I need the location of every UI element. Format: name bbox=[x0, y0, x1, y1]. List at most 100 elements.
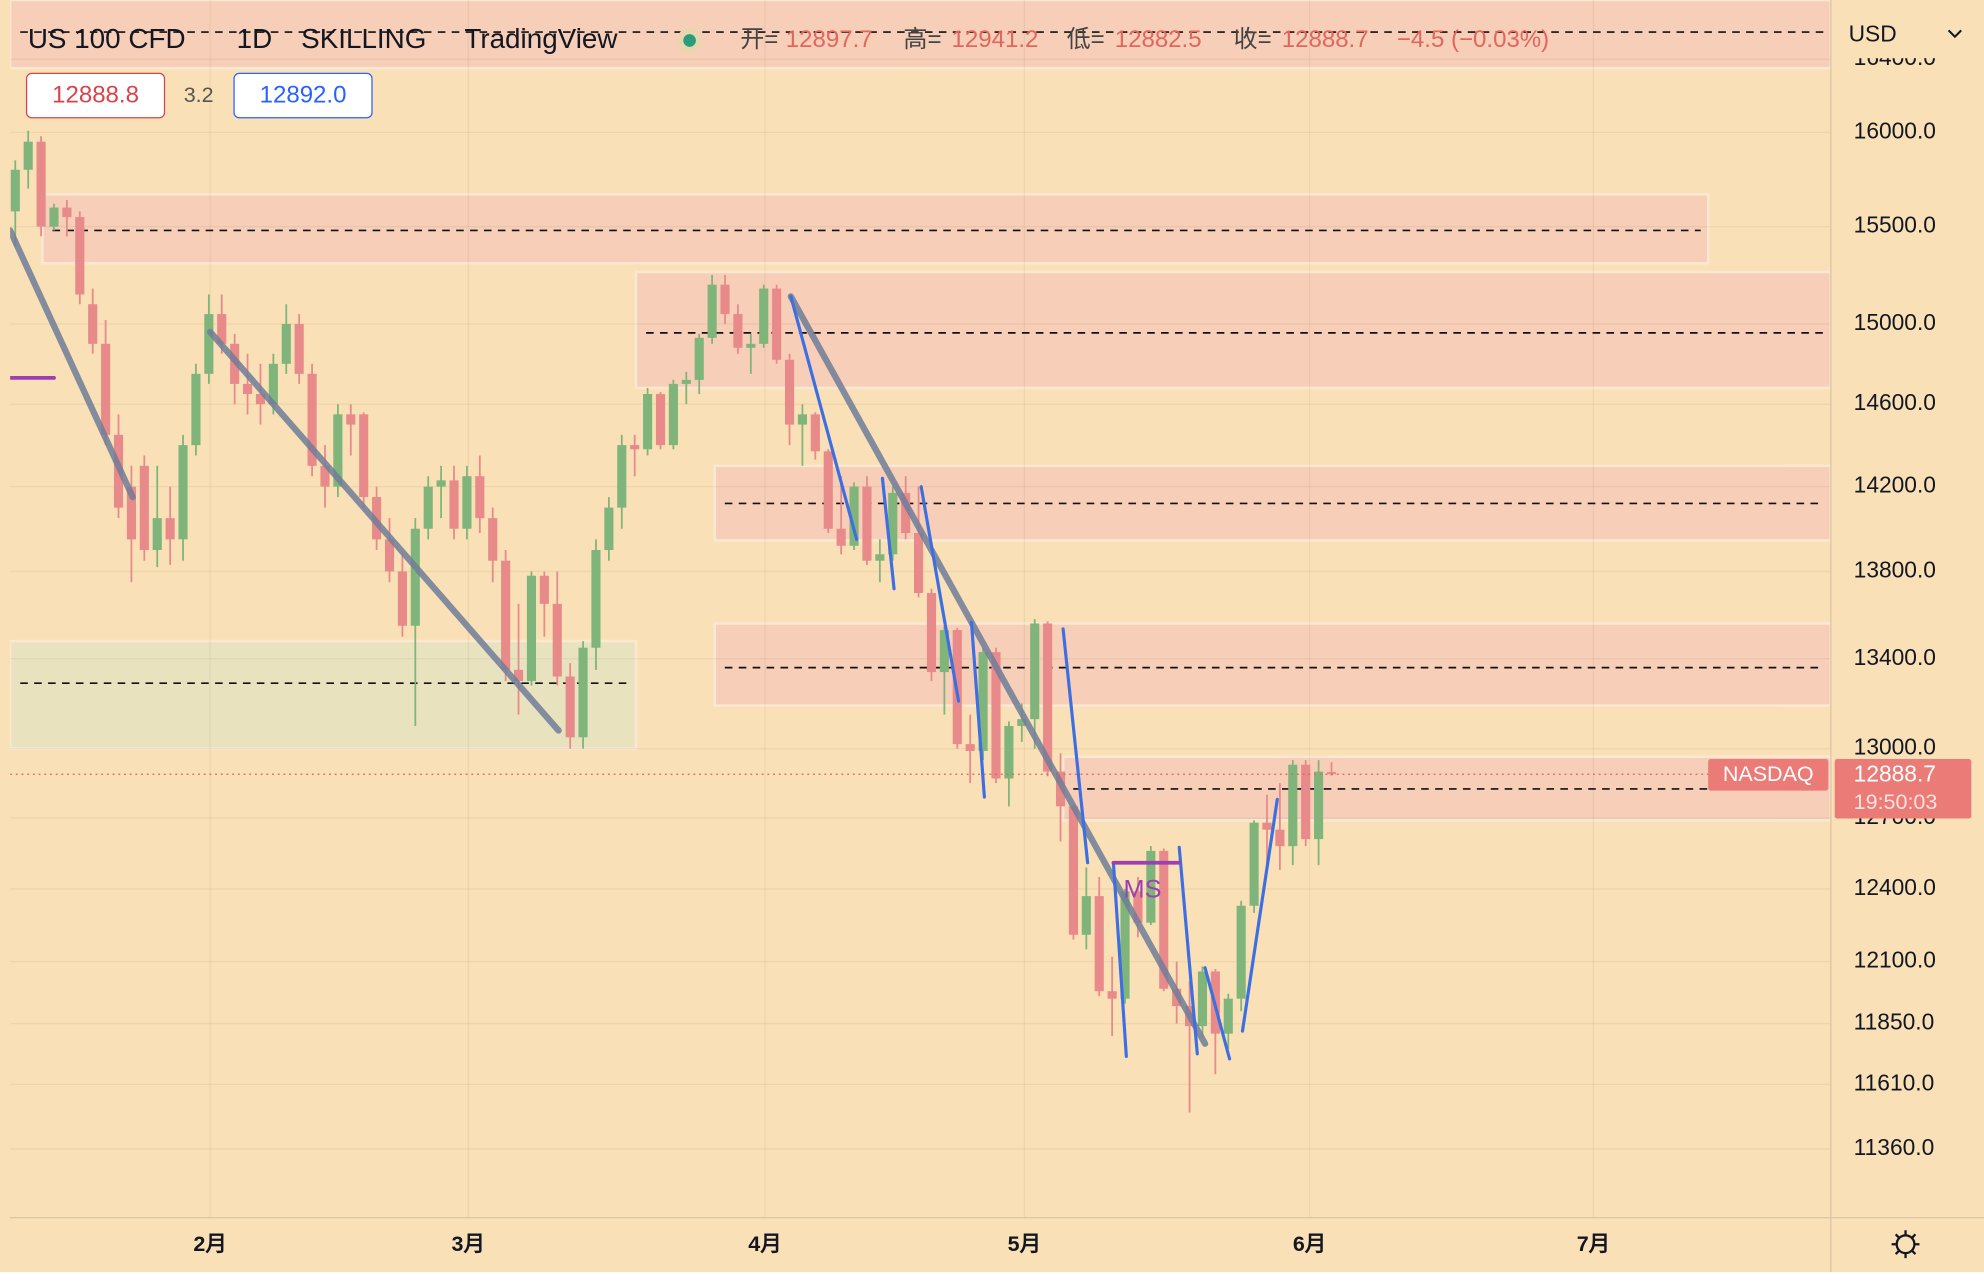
open-label: 开= bbox=[740, 26, 778, 53]
swing-line bbox=[919, 485, 961, 703]
candle-body bbox=[552, 603, 562, 677]
buy-button[interactable] bbox=[233, 72, 373, 119]
price-label-bg bbox=[1708, 759, 1829, 791]
y-tick-label: 15500.0 bbox=[1854, 212, 1936, 238]
x-tick-label: 4月 bbox=[748, 1232, 781, 1256]
candle-body bbox=[1223, 998, 1233, 1034]
candle-body bbox=[823, 451, 833, 529]
zone bbox=[713, 622, 1831, 707]
candle-body bbox=[746, 343, 756, 348]
y-tick-label: 13400.0 bbox=[1854, 644, 1936, 670]
gear-teeth[interactable] bbox=[1891, 1230, 1920, 1259]
header: US 100 CFD 1D SKILLING TradingView 开= 12… bbox=[25, 23, 1549, 119]
candle-body bbox=[36, 141, 46, 227]
candle-body bbox=[630, 445, 640, 450]
candle-body bbox=[888, 492, 898, 555]
candle-body bbox=[23, 141, 33, 170]
y-tick-label: 13000.0 bbox=[1854, 734, 1936, 760]
candle-body bbox=[320, 465, 330, 487]
candle-body bbox=[75, 217, 85, 295]
candle-body bbox=[668, 383, 678, 446]
candle-body bbox=[978, 652, 988, 751]
x-tick-label: 5月 bbox=[1008, 1232, 1041, 1256]
candle-body bbox=[772, 288, 782, 360]
candle-body bbox=[1146, 850, 1156, 923]
x-tick-label: 3月 bbox=[451, 1232, 484, 1256]
candle-body bbox=[810, 414, 820, 452]
candle-body bbox=[191, 373, 201, 446]
candle-body bbox=[926, 593, 937, 673]
candle-body bbox=[10, 169, 20, 212]
price-label: NASDAQ bbox=[1723, 762, 1814, 786]
candle-body bbox=[1249, 822, 1259, 906]
low-value: 12882.5 bbox=[1115, 26, 1202, 53]
candle-body bbox=[1236, 905, 1246, 999]
swing-line bbox=[789, 294, 859, 541]
candle-body bbox=[1326, 772, 1337, 775]
candle-body bbox=[333, 414, 343, 487]
candle-body bbox=[178, 445, 188, 540]
symbol: US 100 CFD bbox=[28, 23, 186, 54]
y-tick-label: 15000.0 bbox=[1854, 309, 1936, 335]
interval[interactable]: 1D bbox=[237, 23, 273, 54]
candle-body bbox=[578, 647, 588, 738]
platform: TradingView bbox=[464, 23, 618, 54]
candle-body bbox=[965, 744, 975, 751]
candle-body bbox=[49, 207, 59, 227]
candle-body bbox=[604, 507, 614, 551]
candle-body bbox=[836, 528, 846, 546]
candle-body bbox=[513, 669, 524, 681]
currency-chevron[interactable] bbox=[1947, 29, 1962, 39]
candle-body bbox=[1288, 764, 1298, 847]
y-tick-label: 13800.0 bbox=[1854, 556, 1936, 582]
ask[interactable]: 12892.0 bbox=[260, 82, 347, 109]
x-tick-label: 6月 bbox=[1293, 1232, 1326, 1256]
y-tick-label: 14600.0 bbox=[1854, 389, 1936, 415]
candle-body bbox=[410, 528, 420, 626]
candle-body bbox=[1120, 891, 1130, 999]
y-tick-label: 12100.0 bbox=[1854, 947, 1936, 973]
plot-area: MS bbox=[10, 0, 1831, 1218]
x-tick-label: 2月 bbox=[193, 1232, 226, 1256]
change: −4.5 (−0.03%) bbox=[1397, 26, 1549, 53]
candle-body bbox=[436, 480, 446, 487]
y-tick-label: 11360.0 bbox=[1854, 1134, 1935, 1160]
sell-button[interactable] bbox=[25, 72, 166, 119]
last-price-bg bbox=[1834, 759, 1972, 819]
candle-body bbox=[707, 284, 717, 338]
candle-body bbox=[591, 550, 601, 648]
candle-body bbox=[901, 492, 911, 533]
bid[interactable]: 12888.8 bbox=[52, 82, 139, 109]
high-value: 12941.2 bbox=[952, 26, 1039, 53]
candle-body bbox=[423, 486, 433, 529]
overlay: USD NASDAQ 12888.7 19:50:03 bbox=[1708, 10, 1983, 1259]
swing-line bbox=[880, 476, 896, 591]
candle-body bbox=[101, 343, 111, 435]
candle-body bbox=[1262, 822, 1272, 830]
candle-body bbox=[88, 304, 98, 344]
trend-line bbox=[206, 328, 562, 734]
candle-body bbox=[875, 554, 885, 561]
candle-body bbox=[1197, 971, 1208, 1027]
candle-body bbox=[655, 394, 666, 446]
swing-line bbox=[1061, 627, 1090, 865]
candle-body bbox=[217, 314, 227, 344]
candle-body bbox=[539, 575, 549, 604]
candle-body bbox=[359, 414, 369, 498]
currency[interactable]: USD bbox=[1849, 20, 1897, 46]
candle-body bbox=[268, 363, 278, 405]
settings-icon[interactable] bbox=[1891, 1230, 1920, 1259]
trend-line bbox=[787, 293, 1209, 1047]
candle-body bbox=[759, 288, 769, 344]
status-dot bbox=[683, 34, 696, 47]
swing-line bbox=[969, 620, 986, 799]
zone bbox=[634, 270, 1831, 390]
close-label: 收= bbox=[1234, 26, 1272, 53]
spread: 3.2 bbox=[184, 83, 214, 107]
candle-body bbox=[939, 630, 949, 673]
candle-body bbox=[397, 571, 407, 626]
y-tick-label: 14200.0 bbox=[1854, 472, 1936, 498]
zone bbox=[10, 0, 1831, 70]
candle-body bbox=[488, 518, 498, 561]
